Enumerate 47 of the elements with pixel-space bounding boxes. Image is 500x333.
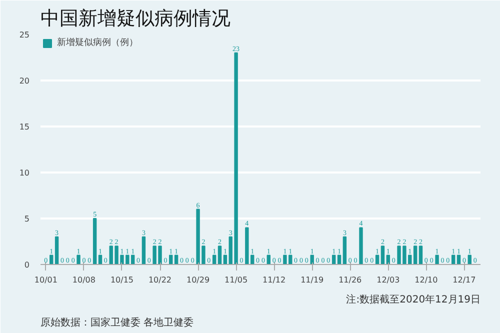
- x-tick-label: 11/12: [262, 276, 286, 284]
- x-tick-label: 12/10: [414, 276, 438, 284]
- bar: [174, 254, 178, 264]
- bar: [310, 254, 314, 264]
- x-tick-label: 12/17: [452, 276, 476, 284]
- bar: [92, 218, 97, 264]
- bar: [223, 254, 228, 264]
- bar: [218, 246, 222, 264]
- bar: [76, 254, 80, 264]
- y-tick-label: 15: [19, 122, 30, 132]
- x-tick-label: 10/29: [186, 276, 210, 284]
- y-tick-label: 20: [19, 76, 30, 86]
- y-tick-label: 0: [24, 260, 30, 270]
- bar: [342, 236, 347, 264]
- bar: [266, 254, 271, 264]
- bar: [169, 254, 173, 264]
- text: 原始数据：国家卫健委 各地卫健委: [40, 316, 194, 328]
- bar: [98, 254, 102, 264]
- x-tick-label: 11/26: [338, 276, 362, 284]
- bar: [142, 236, 146, 264]
- y-tick-label: 10: [19, 168, 30, 178]
- bar: [418, 246, 423, 264]
- x-tick-label: 10/01: [34, 276, 58, 284]
- bar: [451, 254, 456, 264]
- bar: [380, 246, 385, 264]
- bar: [456, 254, 461, 264]
- bar: [332, 254, 336, 264]
- x-tick-label: 10/22: [148, 276, 172, 284]
- bar: [212, 254, 216, 264]
- chart-title: 中国新增疑似病例情况: [40, 8, 230, 30]
- x-tick-label: 11/19: [300, 276, 324, 284]
- y-tick-label: 5: [24, 214, 30, 224]
- x-tick-label: 12/03: [376, 276, 400, 284]
- bar: [375, 254, 380, 264]
- x-tick-label: 10/08: [72, 276, 96, 284]
- bar: [468, 254, 472, 264]
- bar: [435, 254, 439, 264]
- x-tick-label: 11/05: [224, 276, 248, 284]
- legend-label: 新增疑似病例（例）: [57, 36, 138, 49]
- bar: [337, 254, 342, 264]
- x-tick-label: 10/15: [110, 276, 134, 284]
- text: 注:数据截至2020年12月19日: [346, 294, 481, 306]
- bar: [54, 236, 59, 264]
- bar: [50, 254, 54, 264]
- bar: [413, 246, 418, 264]
- y-tick-label: 25: [19, 30, 30, 40]
- bar: [359, 227, 363, 264]
